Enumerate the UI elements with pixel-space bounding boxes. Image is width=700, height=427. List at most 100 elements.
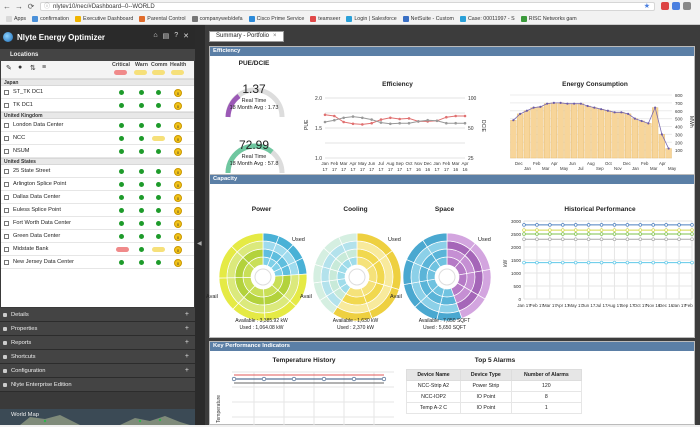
location-row[interactable]: NCC 0	[1, 132, 194, 145]
reload-icon[interactable]: ⟳	[27, 1, 35, 11]
health-filter-pill[interactable]	[171, 70, 184, 75]
pie-slice-avail	[320, 266, 331, 283]
location-row[interactable]: 25 State Street 0	[1, 165, 194, 178]
bookmark-item[interactable]: confirmation	[32, 16, 69, 22]
nlyte-logo-icon	[3, 32, 13, 42]
app-header: Nlyte Energy Optimizer ⌂ ▤ ? ✕	[0, 25, 195, 49]
table-row[interactable]: NCC-Strip A2 Power Strip 120	[406, 380, 583, 392]
url-bar[interactable]: ⓘ nlytev10/nec/#Dashboard--0--WORLD ★	[40, 2, 655, 11]
bookmark-star-icon[interactable]: ★	[643, 3, 650, 10]
table-row[interactable]: Temp A-2 C IO Point 1	[406, 402, 583, 414]
alarms-col-device-name[interactable]: Device Name	[406, 369, 461, 381]
critical-pill	[116, 247, 129, 252]
location-name: TK DC1	[13, 102, 33, 108]
locations-toolbar: ✎ ● ⇅ ≡ Critical Warn Comm Health	[1, 61, 194, 79]
folder-icon	[4, 123, 9, 128]
accordion-item[interactable]: Properties +	[0, 322, 195, 336]
bookmark-item[interactable]: NetSuite - Custom	[402, 16, 454, 22]
list-icon[interactable]: ≡	[42, 64, 47, 71]
location-row[interactable]: Dallas Data Center 0	[1, 191, 194, 204]
accordion-item[interactable]: Nlyte Enterprise Edition	[0, 378, 195, 392]
bookmark-item[interactable]: RISC Networks gam	[520, 16, 577, 22]
capacity-header[interactable]: Capacity	[210, 175, 694, 184]
extension-icon[interactable]	[672, 2, 680, 10]
back-arrow-icon[interactable]: ←	[3, 1, 11, 11]
temperature-axis-label: Temperature	[216, 395, 222, 423]
comm-filter-pill[interactable]	[152, 70, 165, 75]
x-tick-label-year: 16	[462, 167, 468, 172]
close-icon[interactable]: ✕	[183, 33, 189, 40]
collapse-arrow-icon[interactable]: ◀	[197, 241, 202, 247]
bookmark-label: companyweb/defa	[199, 16, 243, 22]
bookmark-item[interactable]: Login | Salesforce	[346, 16, 397, 22]
bookmark-item[interactable]: teamseer	[310, 16, 340, 22]
health-badge: 0	[174, 246, 182, 254]
bookmark-item[interactable]: Apps	[6, 16, 26, 22]
region-header[interactable]: United States	[1, 158, 194, 165]
warn-filter-pill[interactable]	[134, 70, 147, 75]
bookmark-item[interactable]: Executive Dashboard	[74, 16, 133, 22]
expand-plus-icon[interactable]: +	[184, 353, 189, 360]
location-row[interactable]: Green Data Center 0	[1, 230, 194, 243]
location-row[interactable]: London Data Center 0	[1, 119, 194, 132]
efficiency-point	[351, 122, 355, 126]
bookmark-item[interactable]: Case: 00011997 - S	[459, 16, 515, 22]
expand-plus-icon[interactable]: +	[184, 339, 189, 346]
edit-icon[interactable]: ✎	[6, 65, 12, 72]
menu-icon[interactable]	[683, 2, 691, 10]
location-row[interactable]: Euless Splice Point 0	[1, 204, 194, 217]
tab-summary-portfolio[interactable]: Summary - Portfolio ×	[209, 31, 284, 42]
location-name: ST_TK DC1	[13, 89, 44, 95]
accordion-label: Reports	[11, 340, 32, 346]
accordion-item[interactable]: Configuration +	[0, 364, 195, 378]
bookmark-item[interactable]: Cisco Prime Service	[248, 16, 304, 22]
location-row[interactable]: TK DC1 0	[1, 99, 194, 112]
bookmark-item[interactable]: companyweb/defa	[191, 16, 243, 22]
x-tick-label-year: 17	[322, 167, 328, 172]
col-critical[interactable]: Critical	[112, 62, 130, 68]
accordion-item[interactable]: Details +	[0, 308, 195, 322]
col-health[interactable]: Health	[170, 62, 187, 68]
table-row[interactable]: NCC-IOP2 IO Point 8	[406, 391, 583, 403]
location-row[interactable]: Fort Worth Data Center 0	[1, 217, 194, 230]
location-row[interactable]: NSUM 0	[1, 145, 194, 158]
y-tick-label: 800	[675, 93, 683, 98]
forward-arrow-icon[interactable]: →	[15, 1, 23, 11]
user-icon[interactable]: ●	[18, 64, 23, 71]
world-map-panel[interactable]: World Map	[0, 409, 195, 425]
print-icon[interactable]: ▤	[162, 33, 170, 40]
expand-plus-icon[interactable]: +	[184, 311, 189, 318]
alarms-col-number[interactable]: Number of Alarms	[510, 369, 583, 381]
locations-header[interactable]: Locations	[0, 49, 195, 61]
location-row[interactable]: Arlington Splice Point 0	[1, 178, 194, 191]
alarms-col-device-type[interactable]: Device Type	[459, 369, 512, 381]
location-row[interactable]: New Jersey Data Center 0	[1, 256, 194, 269]
region-header[interactable]: United Kingdom	[1, 112, 194, 119]
expand-plus-icon[interactable]: +	[184, 325, 189, 332]
accordion-item[interactable]: Reports +	[0, 336, 195, 350]
historical-point	[690, 260, 694, 265]
bookmark-item[interactable]: Parental Control	[139, 16, 186, 22]
alarm-cell: 120	[510, 380, 583, 392]
efficiency-point	[333, 118, 336, 122]
location-row[interactable]: Midstate Bank 0	[1, 243, 194, 256]
close-tab-icon[interactable]: ×	[273, 33, 277, 39]
expand-plus-icon[interactable]: +	[184, 367, 189, 374]
region-header[interactable]: Japan	[1, 79, 194, 86]
panel-splitter[interactable]: ◀	[195, 25, 205, 425]
energy-point	[660, 133, 663, 136]
extension-icon[interactable]	[661, 2, 669, 10]
col-warn[interactable]: Warn	[135, 62, 149, 68]
col-comm[interactable]: Comm	[151, 62, 168, 68]
help-icon[interactable]: ?	[174, 32, 179, 39]
critical-filter-pill[interactable]	[114, 70, 127, 75]
location-row[interactable]: ST_TK DC1 0	[1, 86, 194, 99]
sort-icon[interactable]: ⇅	[30, 65, 36, 72]
efficiency-point	[463, 121, 467, 125]
accordion-item[interactable]: Shortcuts +	[0, 350, 195, 364]
kpi-header[interactable]: Key Performance Indicators	[210, 342, 694, 351]
efficiency-header[interactable]: Efficiency	[210, 47, 694, 56]
home-icon[interactable]: ⌂	[153, 32, 158, 39]
x-tick-label: Feb	[641, 161, 649, 166]
page-info-icon[interactable]: ⓘ	[44, 4, 51, 10]
